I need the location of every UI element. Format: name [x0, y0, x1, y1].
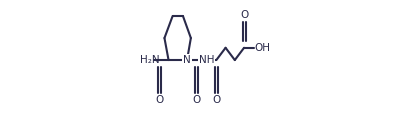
Text: O: O [193, 95, 201, 105]
Text: N: N [183, 55, 191, 65]
Text: O: O [212, 95, 220, 105]
Text: NH: NH [199, 55, 214, 65]
Text: OH: OH [255, 43, 270, 53]
Text: O: O [155, 95, 163, 105]
Text: H₂N: H₂N [140, 55, 159, 65]
Text: O: O [240, 10, 248, 20]
